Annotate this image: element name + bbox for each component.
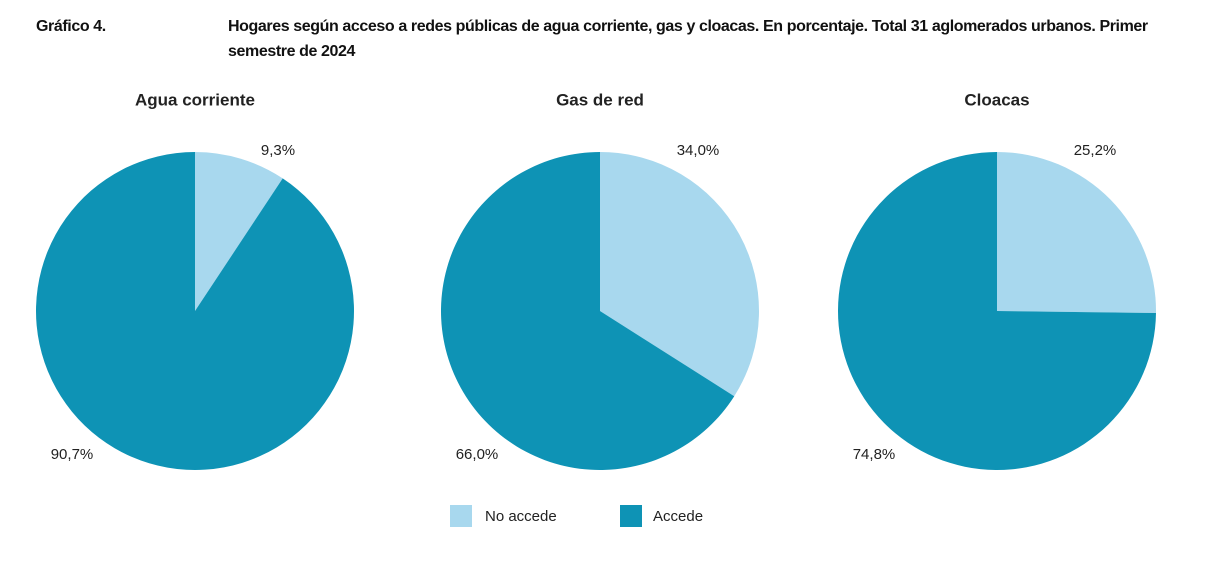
pie-title: Cloacas (964, 90, 1029, 109)
pie-title: Gas de red (556, 90, 644, 109)
data-label: 90,7% (51, 446, 94, 463)
legend-swatch (620, 505, 642, 527)
data-label: 66,0% (456, 446, 499, 463)
pie-slice (195, 152, 283, 311)
data-label: 9,3% (261, 142, 295, 159)
data-label: 74,8% (853, 446, 896, 463)
pie-slice (600, 152, 759, 397)
pie-title: Agua corriente (135, 90, 255, 109)
pie-slice (36, 152, 355, 470)
legend-swatch (450, 505, 472, 527)
pie-slice (997, 152, 1156, 313)
legend-label: Accede (653, 508, 703, 525)
data-label: 25,2% (1074, 142, 1117, 159)
pie-slice (838, 152, 1156, 471)
legend-label: No accede (485, 508, 557, 525)
pie-slice (441, 152, 735, 470)
chart-label: Gráfico 4. (36, 18, 106, 35)
chart-title: Hogares según acceso a redes públicas de… (228, 18, 1148, 60)
data-label: 34,0% (677, 142, 720, 159)
